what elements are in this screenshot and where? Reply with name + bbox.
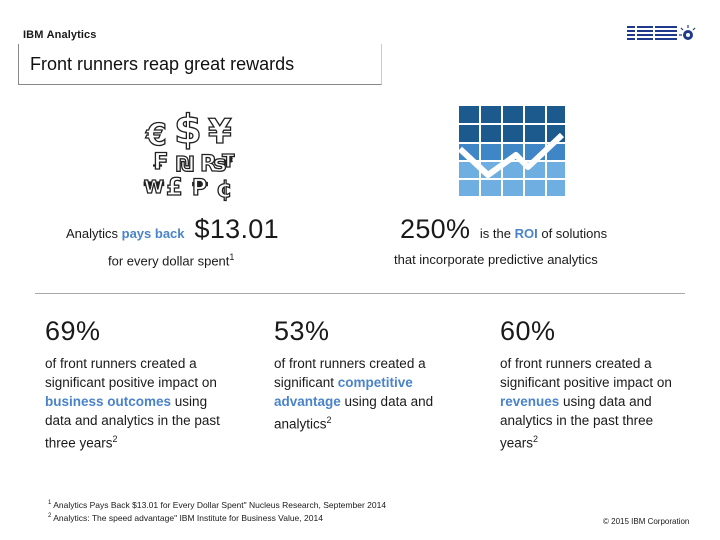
svg-text:₱: ₱ [192,176,208,201]
footnote-number: 2 [48,512,52,519]
roi-emphasis: ROI [514,226,538,241]
footnote-text: Analytics: The speed advantage" IBM Inst… [53,512,323,523]
footnotes: 1 Analytics Pays Back $13.01 for Every D… [48,498,386,524]
title-frame [18,44,382,85]
brand-label: IBM Analytics [23,29,96,41]
payback-sup: 1 [229,252,235,262]
copyright: © 2015 IBM Corporation [603,517,690,526]
growth-chart-icon [458,105,566,197]
roi-mid: is the [479,226,511,241]
roi-suffix: of solutions [541,226,608,241]
divider [35,293,685,294]
svg-text:$: $ [174,107,202,153]
footnote: 2 Analytics: The speed advantage" IBM In… [48,511,386,524]
stat-text: of front runners created a significant p… [45,356,217,390]
svg-text:¢: ¢ [216,175,233,203]
payback-subtext: for every dollar spent1 [108,252,234,268]
stat-text: using data and analytics [274,394,434,432]
brand-ibm: IBM [23,29,44,41]
stat-text: of front runners created a significant [274,356,426,390]
stat-description: of front runners created a significant p… [45,354,235,453]
stat-text: of front runners created a significant p… [500,356,672,390]
svg-text:¥: ¥ [208,112,232,152]
stat-description: of front runners created a significant c… [274,354,464,434]
roi-subtext: that incorporate predictive analytics [394,252,598,267]
currency-symbols-icon: € $ ¥ ₣ ₪ ₨ ₮ ₩ £ ₱ ¢ [143,106,235,203]
brand-analytics: Analytics [46,29,97,41]
payback-sub: for every dollar spent [108,253,230,269]
svg-text:£: £ [166,173,183,201]
stat-footnote-ref: 2 [112,434,118,444]
page-title: Front runners reap great rewards [30,54,295,74]
footnote-number: 1 [48,500,52,506]
roi-stat: 250% is the ROI of solutions [400,214,607,245]
payback-value: $13.01 [194,214,279,244]
ibm-logo-icon [627,25,696,40]
svg-text:₣: ₣ [152,150,167,175]
svg-text:€: € [145,118,167,153]
stat-emphasis: business outcomes [45,394,172,409]
stat-percentage: 53% [274,316,330,346]
roi-value: 250% [400,214,471,244]
stat-emphasis: revenues [500,394,560,409]
stat-percentage: 69% [45,316,101,346]
stat-text: using data and analytics in the past thr… [45,394,220,451]
stat-emphasis: competitive advantage [274,375,413,409]
stat-percentage: 60% [500,316,556,346]
svg-text:₩: ₩ [144,177,164,198]
stat-description: of front runners created a significant p… [500,354,690,453]
stat-footnote-ref: 2 [533,434,539,444]
stat-footnote-ref: 2 [326,415,332,425]
stat-text: using data and analytics in the past thr… [500,394,654,451]
payback-prefix: Analytics [66,226,122,241]
footnote-text: Analytics Pays Back $13.01 for Every Dol… [53,499,387,510]
svg-text:₪: ₪ [176,152,194,176]
svg-text:₨: ₨ [200,152,227,177]
svg-text:₮: ₮ [222,151,235,172]
footnote: 1 Analytics Pays Back $13.01 for Every D… [48,498,386,511]
payback-stat: Analytics pays back $13.01 [66,214,279,245]
payback-emphasis: pays back [121,226,185,241]
